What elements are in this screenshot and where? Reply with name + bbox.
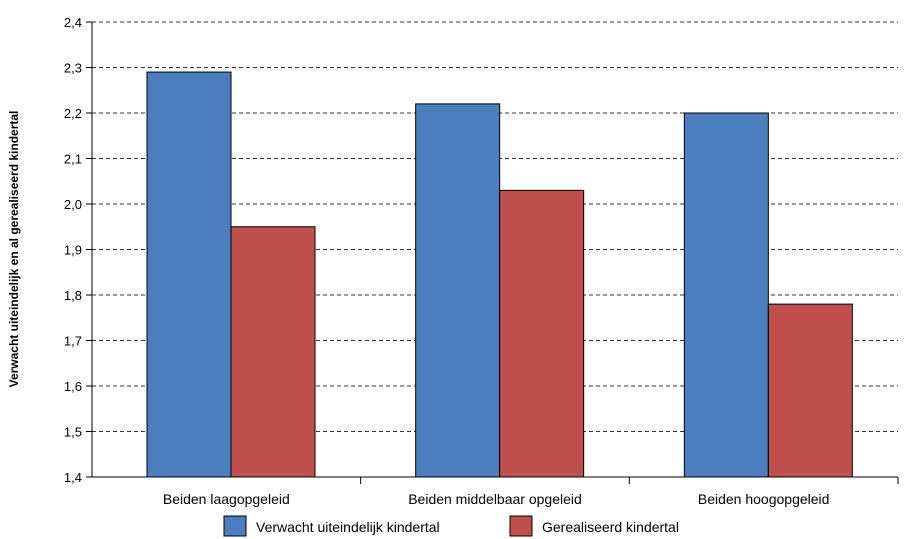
bar-verwacht-2 [415, 103, 501, 478]
bar-verwacht-3 [683, 112, 769, 478]
y-axis-label: Verwacht uiteindelijk en al gerealiseerd… [7, 111, 21, 388]
bar-gerealiseerd-1 [230, 226, 316, 478]
x-category-labels: Beiden laagopgeleid Beiden middelbaar opg… [163, 491, 830, 507]
legend-label: Gerealiseerd kindertal [542, 519, 679, 535]
y-tick-label: 2,2 [64, 106, 82, 121]
axes [86, 21, 899, 484]
y-tick-label: 2,1 [64, 152, 82, 167]
y-tick-label: 1,9 [64, 243, 82, 258]
x-category-label: Beiden hoogopgeleid [698, 491, 830, 507]
y-tick-label: 2,4 [64, 15, 82, 30]
y-tick-label: 1,5 [64, 425, 82, 440]
y-tick-label: 1,6 [64, 379, 82, 394]
x-category-label: Beiden laagopgeleid [163, 491, 290, 507]
y-tick-label: 1,7 [64, 334, 82, 349]
y-tick-label: 2,3 [64, 61, 82, 76]
y-tick-label: 2,0 [64, 197, 82, 212]
y-tick-label: 1,4 [64, 470, 82, 485]
legend-swatch [223, 515, 247, 537]
y-tick-label: 1,8 [64, 288, 82, 303]
legend-swatch [509, 515, 533, 537]
bars [146, 71, 853, 478]
bar-gerealiseerd-2 [499, 189, 585, 478]
bar-verwacht-1 [146, 71, 232, 478]
legend: Verwacht uiteindelijk kindertal Gerealise… [223, 515, 679, 537]
y-tick-labels: 1,4 1,5 1,6 1,7 1,8 1,9 2,0 2,1 2,2 2,3 2,4 [64, 15, 82, 485]
bar-gerealiseerd-3 [767, 303, 853, 478]
legend-label: Verwacht uiteindelijk kindertal [256, 519, 440, 535]
x-category-label: Beiden middelbaar opgeleid [408, 491, 582, 507]
